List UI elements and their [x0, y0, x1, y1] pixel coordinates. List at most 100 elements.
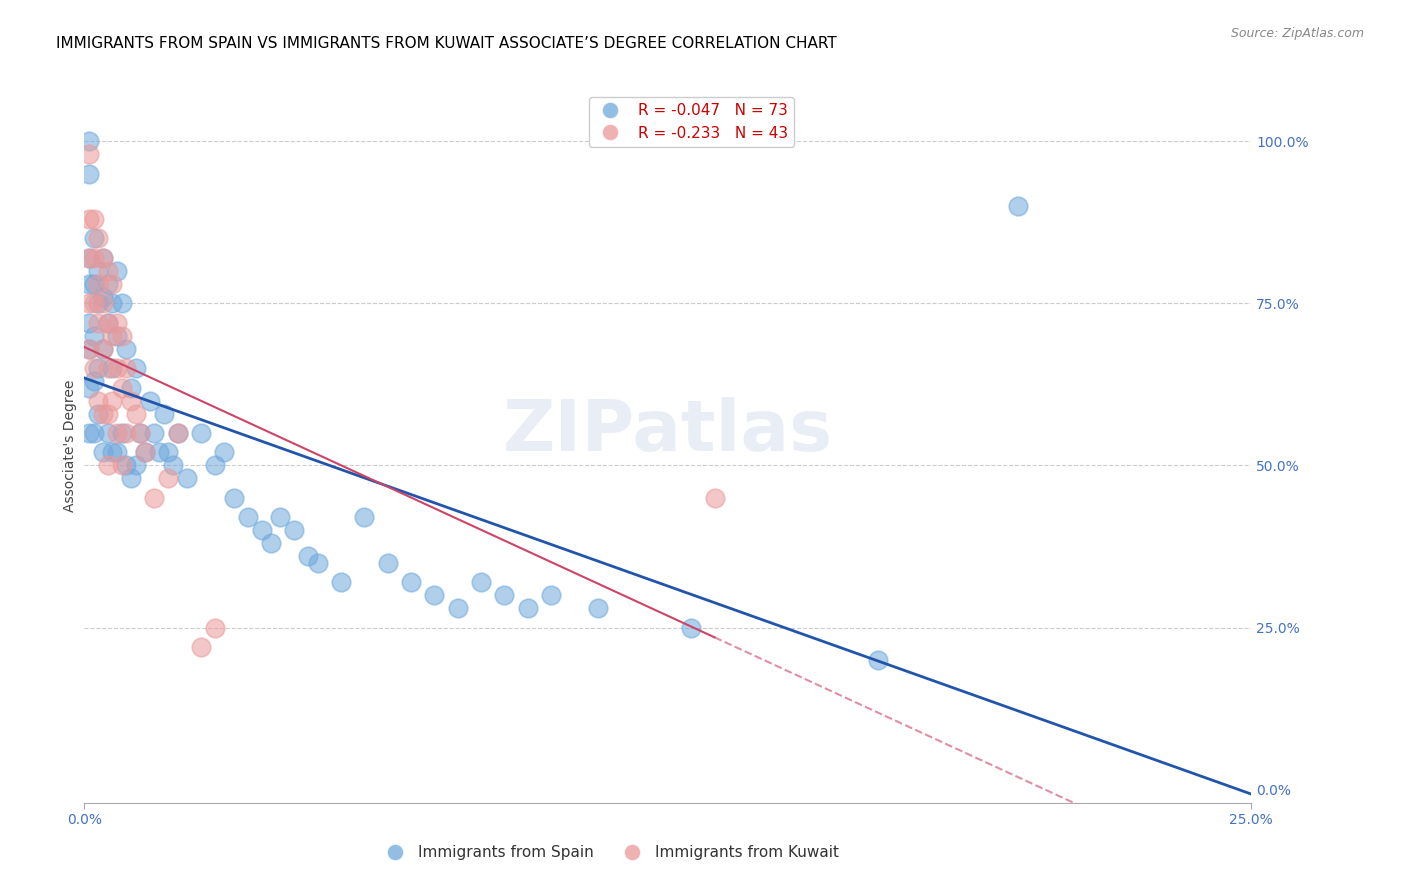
Point [190, 425, 212, 440]
Point [125, 361, 148, 376]
Point [97, 425, 120, 440]
Point [134, 445, 156, 459]
Point [125, 458, 148, 473]
Point [97, 407, 120, 421]
Point [83, 231, 105, 245]
Point [204, 458, 226, 473]
Point [353, 510, 375, 524]
Point [516, 601, 538, 615]
Point [101, 393, 124, 408]
Point [470, 575, 492, 590]
Point [157, 471, 180, 485]
Point [204, 621, 226, 635]
Point [77, 342, 100, 356]
Point [162, 458, 184, 473]
Point [101, 361, 124, 376]
Point [87, 393, 110, 408]
Point [269, 510, 291, 524]
Point [222, 491, 245, 505]
Point [77, 316, 100, 330]
Point [143, 425, 166, 440]
Point [97, 316, 120, 330]
Point [148, 445, 170, 459]
Point [125, 407, 148, 421]
Point [83, 277, 105, 291]
Point [283, 524, 305, 538]
Point [87, 361, 110, 376]
Point [91, 251, 114, 265]
Point [447, 601, 470, 615]
Point [703, 491, 725, 505]
Point [77, 251, 100, 265]
Point [115, 361, 138, 376]
Point [152, 407, 174, 421]
Point [377, 556, 399, 570]
Point [120, 393, 142, 408]
Point [190, 640, 212, 654]
Point [87, 231, 110, 245]
Point [260, 536, 283, 550]
Point [91, 290, 114, 304]
Point [866, 653, 889, 667]
Point [91, 445, 114, 459]
Y-axis label: Associate's Degree: Associate's Degree [63, 380, 77, 512]
Point [111, 328, 134, 343]
Point [105, 425, 128, 440]
Point [91, 342, 114, 356]
Point [101, 277, 124, 291]
Point [77, 251, 100, 265]
Point [101, 445, 124, 459]
Point [77, 147, 100, 161]
Point [143, 491, 166, 505]
Point [77, 425, 100, 440]
Point [138, 393, 160, 408]
Point [77, 134, 100, 148]
Point [330, 575, 353, 590]
Text: Source: ZipAtlas.com: Source: ZipAtlas.com [1230, 27, 1364, 40]
Point [1007, 199, 1029, 213]
Point [111, 458, 134, 473]
Point [91, 296, 114, 310]
Point [105, 445, 128, 459]
Point [129, 425, 152, 440]
Point [91, 342, 114, 356]
Point [91, 251, 114, 265]
Point [83, 211, 105, 226]
Point [115, 425, 138, 440]
Point [87, 277, 110, 291]
Point [83, 296, 105, 310]
Point [97, 277, 120, 291]
Point [105, 361, 128, 376]
Point [115, 458, 138, 473]
Point [399, 575, 422, 590]
Point [77, 211, 100, 226]
Point [166, 425, 188, 440]
Point [115, 342, 138, 356]
Point [97, 264, 120, 278]
Point [87, 407, 110, 421]
Point [120, 471, 142, 485]
Point [176, 471, 198, 485]
Point [83, 361, 105, 376]
Point [77, 167, 100, 181]
Point [97, 361, 120, 376]
Point [236, 510, 259, 524]
Point [105, 316, 128, 330]
Point [83, 251, 105, 265]
Legend: Immigrants from Spain, Immigrants from Kuwait: Immigrants from Spain, Immigrants from K… [374, 839, 845, 866]
Point [97, 316, 120, 330]
Point [134, 445, 156, 459]
Point [111, 381, 134, 395]
Point [494, 588, 516, 602]
Point [87, 264, 110, 278]
Point [77, 277, 100, 291]
Point [83, 374, 105, 388]
Point [297, 549, 319, 564]
Point [101, 328, 124, 343]
Point [83, 328, 105, 343]
Point [91, 407, 114, 421]
Point [97, 458, 120, 473]
Point [120, 381, 142, 395]
Point [105, 328, 128, 343]
Point [77, 381, 100, 395]
